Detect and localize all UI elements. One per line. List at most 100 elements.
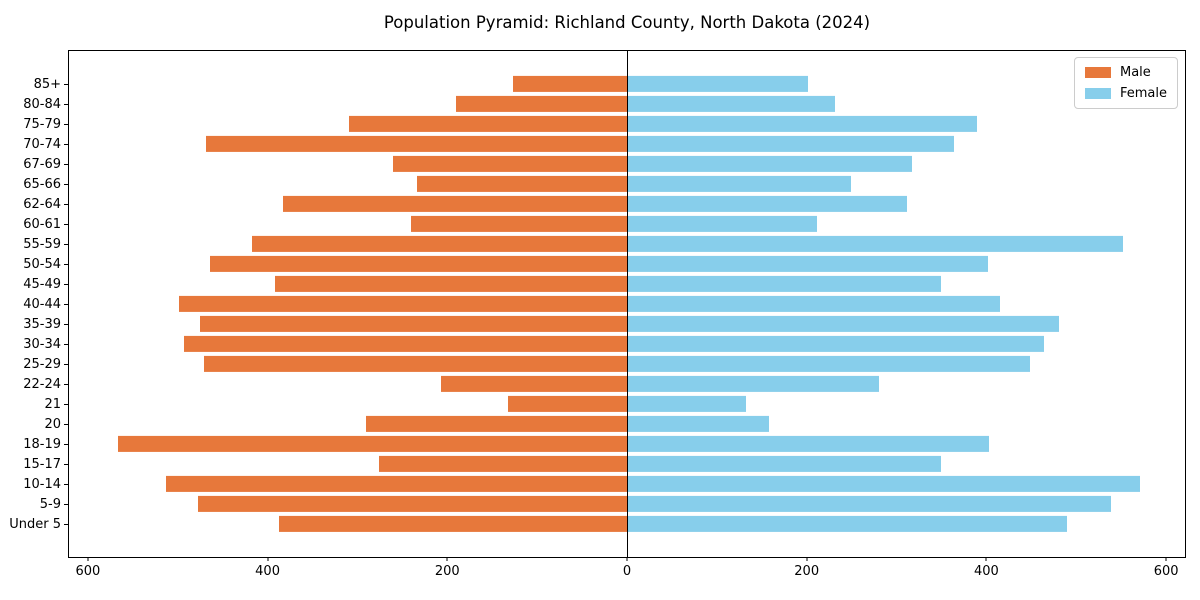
female-color-swatch bbox=[1084, 88, 1111, 99]
female-bar bbox=[627, 255, 989, 272]
x-tick-label: 400 bbox=[973, 564, 999, 579]
male-bar bbox=[512, 75, 627, 93]
male-bar bbox=[184, 335, 627, 352]
y-tick-mark bbox=[64, 234, 69, 254]
male-bar bbox=[252, 235, 627, 252]
male-bar bbox=[203, 355, 627, 372]
male-bar bbox=[205, 135, 627, 153]
y-axis-ticks bbox=[64, 74, 69, 534]
y-tick-mark bbox=[64, 454, 69, 474]
male-bar bbox=[279, 515, 627, 532]
female-bar bbox=[627, 95, 836, 113]
chart-title: Population Pyramid: Richland County, Nor… bbox=[383, 13, 871, 32]
female-bar bbox=[627, 115, 977, 133]
legend-label-female: Female bbox=[1119, 86, 1167, 101]
bar-row bbox=[69, 294, 1185, 314]
female-bar bbox=[627, 455, 942, 472]
y-tick-mark bbox=[64, 174, 69, 194]
y-tick-mark bbox=[64, 74, 69, 94]
male-bar bbox=[210, 255, 627, 272]
bar-row bbox=[69, 254, 1185, 274]
y-tick-mark bbox=[64, 94, 69, 114]
x-tick-mark bbox=[626, 557, 628, 561]
bar-row bbox=[69, 194, 1185, 214]
y-tick-mark bbox=[64, 434, 69, 454]
bar-row bbox=[69, 154, 1185, 174]
y-tick-label: 20 bbox=[44, 416, 61, 432]
y-tick-mark bbox=[64, 394, 69, 414]
male-bar bbox=[197, 495, 627, 512]
bar-row bbox=[69, 434, 1185, 454]
male-bar bbox=[178, 295, 627, 312]
bar-row bbox=[69, 414, 1185, 434]
y-tick-mark bbox=[64, 274, 69, 294]
y-tick-mark bbox=[64, 214, 69, 234]
female-bar bbox=[627, 315, 1060, 332]
y-tick-label: Under 5 bbox=[9, 516, 61, 532]
female-bar bbox=[627, 155, 912, 173]
bar-row bbox=[69, 234, 1185, 254]
male-bar bbox=[282, 195, 627, 212]
bar-row bbox=[69, 514, 1185, 534]
y-tick-label: 18-19 bbox=[23, 436, 61, 452]
y-tick-mark bbox=[64, 494, 69, 514]
y-tick-label: 22-24 bbox=[23, 376, 61, 392]
bar-row bbox=[69, 174, 1185, 194]
y-tick-label: 80-84 bbox=[23, 96, 61, 112]
female-bar bbox=[627, 215, 818, 232]
y-tick-mark bbox=[64, 514, 69, 534]
bar-row bbox=[69, 394, 1185, 414]
female-bar bbox=[627, 275, 941, 292]
female-bar bbox=[627, 175, 851, 192]
y-tick-mark bbox=[64, 334, 69, 354]
x-tick-label: 0 bbox=[622, 564, 632, 579]
male-bar bbox=[441, 375, 627, 392]
male-bar bbox=[416, 175, 627, 192]
y-tick-mark bbox=[64, 354, 69, 374]
male-bar bbox=[118, 435, 627, 452]
zero-axis-line bbox=[627, 51, 628, 557]
female-bar bbox=[627, 235, 1123, 252]
y-tick-label: 30-34 bbox=[23, 336, 61, 352]
x-tick-mark bbox=[446, 557, 448, 561]
y-tick-label: 50-54 bbox=[23, 256, 61, 272]
female-bar bbox=[627, 135, 955, 153]
bar-row bbox=[69, 314, 1185, 334]
y-tick-label: 5-9 bbox=[39, 496, 61, 512]
female-bar bbox=[627, 75, 808, 93]
female-bar bbox=[627, 395, 746, 412]
y-tick-label: 55-59 bbox=[23, 236, 61, 252]
x-tick-mark bbox=[985, 557, 987, 561]
y-tick-mark bbox=[64, 294, 69, 314]
y-tick-mark bbox=[64, 254, 69, 274]
legend-label-male: Male bbox=[1119, 65, 1151, 80]
x-tick-label: 400 bbox=[255, 564, 280, 579]
y-tick-label: 21 bbox=[44, 396, 61, 412]
y-tick-label: 60-61 bbox=[23, 216, 61, 232]
bar-row bbox=[69, 334, 1185, 354]
x-tick-label: 200 bbox=[794, 564, 820, 579]
y-tick-label: 25-29 bbox=[23, 356, 61, 372]
male-bar bbox=[379, 455, 627, 472]
y-tick-mark bbox=[64, 314, 69, 334]
y-tick-label: 85+ bbox=[33, 76, 61, 92]
y-tick-mark bbox=[64, 114, 69, 134]
y-tick-mark bbox=[64, 374, 69, 394]
y-tick-label: 67-69 bbox=[23, 156, 61, 172]
female-bar bbox=[627, 515, 1068, 532]
legend: Male Female bbox=[1073, 57, 1178, 109]
male-bar bbox=[365, 415, 627, 432]
y-tick-mark bbox=[64, 414, 69, 434]
bar-row bbox=[69, 74, 1185, 94]
bar-row bbox=[69, 214, 1185, 234]
female-bar bbox=[627, 295, 1000, 312]
female-bar bbox=[627, 475, 1141, 492]
female-bar bbox=[627, 415, 769, 432]
bar-row bbox=[69, 354, 1185, 374]
bar-row bbox=[69, 454, 1185, 474]
male-bar bbox=[166, 475, 627, 492]
x-tick-label: 200 bbox=[434, 564, 460, 579]
bar-row bbox=[69, 94, 1185, 114]
x-tick-mark bbox=[267, 557, 269, 561]
